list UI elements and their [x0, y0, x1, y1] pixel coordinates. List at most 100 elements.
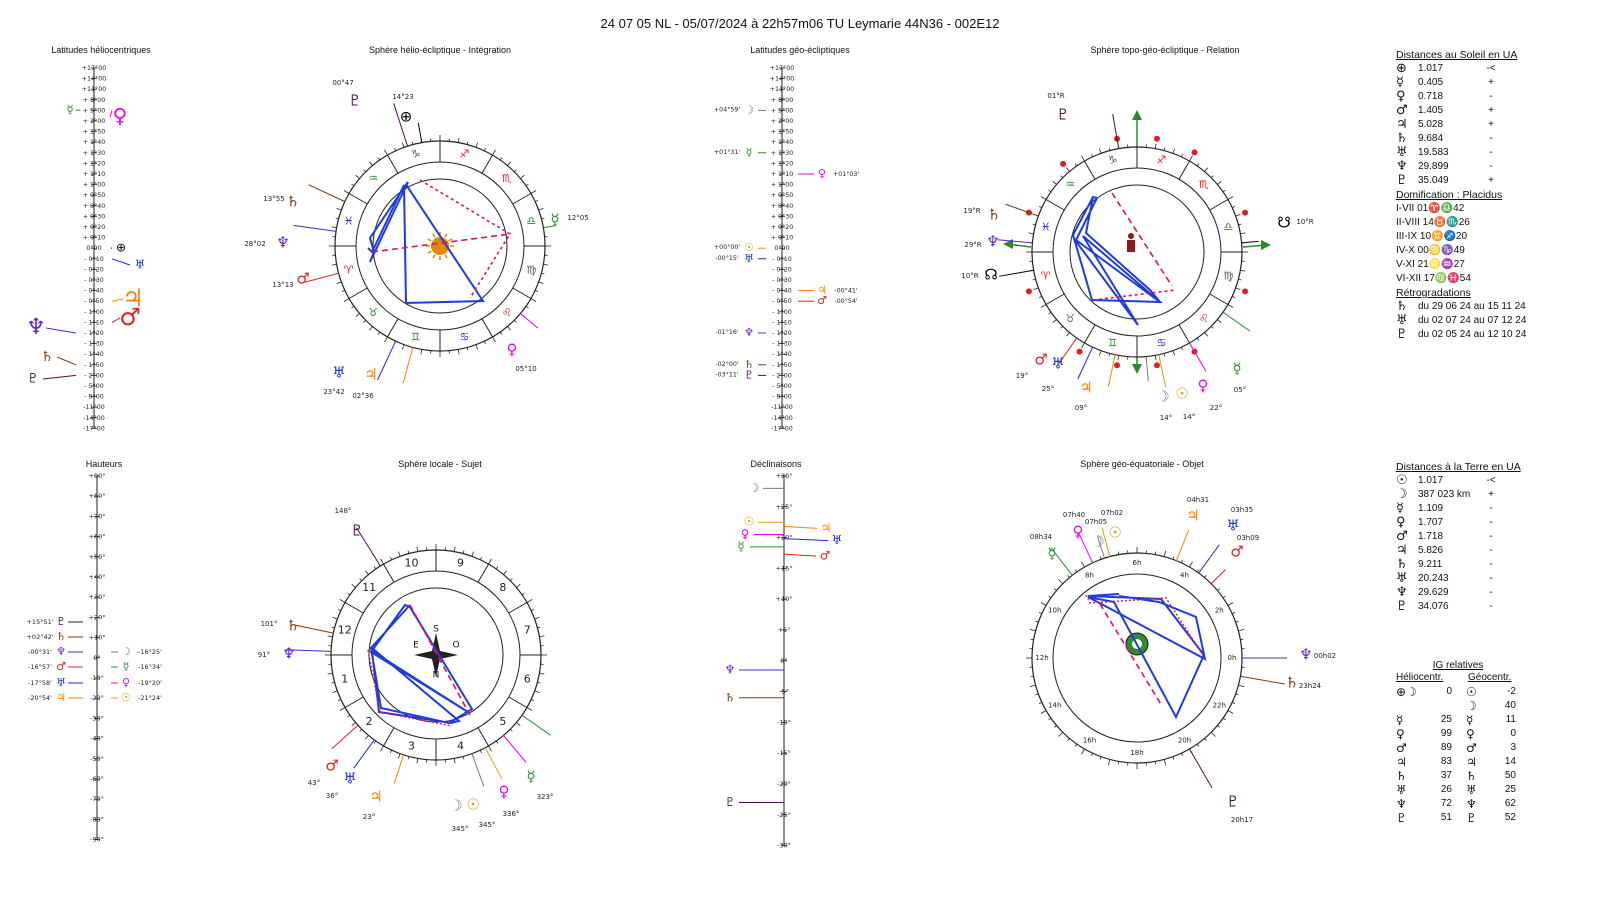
sun-distance-row: ♄ 9.684 - [1396, 132, 1546, 146]
local-house-wheel-degree-tick [407, 550, 410, 554]
heights-scale-tick-label: -30° [90, 714, 104, 722]
equatorial-degree-tick [1163, 550, 1167, 557]
planet-glyph-icon: ♆ [1396, 159, 1408, 174]
local-house-wheel-degree-tick [327, 672, 333, 675]
topo-zodiac-wheel-degree-tick [1040, 304, 1047, 308]
helio-lat-scale-tick-label: + 0°20 [83, 223, 105, 231]
planet-glyph-icon: ☽ [1156, 388, 1169, 406]
equatorial-degree-tick [1038, 702, 1043, 705]
ig-helio-value: 89 [1440, 742, 1452, 753]
local-house-wheel-degree-tick [526, 599, 533, 603]
topo-zodiac-wheel-degree-tick [1154, 355, 1157, 361]
hour-label: 14h [1048, 702, 1061, 710]
helio-zodiac-wheel-sector-divider [387, 154, 399, 174]
local-house-wheel-degree-tick [347, 592, 351, 596]
compass-icon [414, 633, 458, 677]
topo-zodiac-wheel-degree-tick [1240, 269, 1246, 272]
helio-lat-scale-tick-label: + 5°00 [83, 106, 105, 114]
wheel-position-label: 13°55 [263, 195, 284, 203]
topo-zodiac-wheel-degree-tick [1028, 232, 1034, 235]
planet-pointer-line [999, 269, 1034, 277]
local-house-wheel-sector-label: 5 [499, 715, 506, 728]
planet-glyph-icon: ♄ [1285, 674, 1298, 692]
distance-value: 29.629 [1418, 587, 1449, 598]
geo-lat-scale-tick-label: +17°00 [770, 64, 794, 72]
helio-zodiac-wheel-degree-tick [530, 298, 537, 302]
topo-zodiac-wheel-degree-tick [1204, 332, 1209, 337]
wheel-position-label: 28°02 [244, 240, 265, 248]
planet-glyph-icon: ♂ [1230, 543, 1243, 561]
planet-glyph-icon: ♀ [122, 676, 130, 689]
local-house-wheel-sector-label: 1 [341, 672, 348, 685]
topo-zodiac-wheel-degree-tick [1099, 148, 1102, 154]
ig-relatives-table: IG relatives Héliocentr. Géocentr. ⊕☽ 0 ☉ -… [1396, 660, 1546, 825]
planet-glyph-icon: ☊ [984, 266, 997, 284]
planet-glyph-icon: ☋ [1277, 214, 1290, 232]
height-value: -20°54' [28, 694, 52, 702]
earth-distance-row: ♀ 1.707 - [1396, 516, 1546, 530]
helio-zodiac-wheel-degree-tick [525, 183, 529, 187]
panel-title-heights: Hauteurs [85, 459, 123, 469]
distance-trend: + [1488, 77, 1494, 88]
height-value: -21°24' [138, 694, 162, 702]
local-house-wheel-degree-tick [453, 546, 456, 552]
local-house-wheel-degree-tick [337, 699, 342, 702]
planet-glyph-icon: ♃ [56, 691, 66, 704]
equatorial-degree-tick [1058, 731, 1064, 737]
equatorial-degree-tick [1054, 588, 1057, 591]
planet-glyph-icon: ☽ [1466, 699, 1477, 713]
helio-lat-scale-tick-label: +14°00 [82, 75, 106, 83]
declination-scale-tick-label: -5° [779, 688, 789, 696]
helio-zodiac-wheel-degree-tick [335, 217, 339, 220]
asc-arrow-icon [1003, 239, 1013, 249]
topo-zodiac-wheel-degree-tick [1204, 167, 1209, 172]
local-house-wheel-degree-tick [480, 556, 483, 561]
local-house-wheel-degree-tick [398, 753, 401, 759]
planet-glyph-icon: ♆ [276, 234, 289, 252]
local-house-wheel-degree-tick [488, 558, 492, 565]
dashed-aspect-line [371, 233, 511, 253]
topo-zodiac-wheel-sector-divider [1178, 160, 1190, 180]
planet-glyph-icon: ☿ [1047, 545, 1056, 563]
declination-scale-tick-label: -10° [777, 718, 791, 726]
ig-geo-value: 50 [1504, 770, 1516, 781]
local-house-wheel-degree-tick [526, 707, 533, 711]
planet-pointer-line [1145, 356, 1149, 382]
house-cusp-dot [1191, 149, 1198, 156]
helio-zodiac-wheel-degree-tick [492, 336, 496, 343]
person-icon [1127, 240, 1135, 252]
helio-lat-scale-tick-label: - 1°20 [84, 329, 103, 337]
planet-glyph-icon: ☽ [1091, 533, 1104, 551]
helio-zodiac-wheel-degree-tick [457, 349, 460, 355]
equatorial-outer-ring [1031, 552, 1243, 764]
helio-zodiac-wheel-degree-tick [393, 147, 396, 152]
helio-zodiac-wheel-sector-label: ♎ [526, 215, 536, 228]
helio-zodiac-wheel-degree-tick [457, 137, 460, 143]
planet-glyph-icon: ☉ [1108, 524, 1121, 542]
planet-glyph-icon: ⊕☽ [1396, 685, 1417, 699]
equatorial-degree-tick [1210, 731, 1216, 737]
ig-helio-value: 83 [1440, 756, 1452, 767]
local-house-wheel-degree-tick [347, 714, 351, 718]
helio-zodiac-wheel-degree-tick [363, 319, 367, 323]
equatorial-degree-tick [1231, 702, 1236, 705]
wheel-position-label: 13°13 [272, 281, 293, 289]
topo-zodiac-wheel-degree-tick [1033, 287, 1039, 290]
helio-lat-connector [42, 374, 77, 380]
equatorial-degree-tick [1040, 710, 1047, 714]
planet-glyph-icon: ☉ [1466, 685, 1477, 699]
planet-glyph-icon: ♇ [1056, 106, 1069, 124]
helio-lat-scale-tick-label: - 0°10 [84, 255, 103, 263]
equatorial-degree-tick [1240, 638, 1244, 641]
planet-glyph-icon: ♂ [296, 270, 309, 288]
topo-zodiac-wheel-degree-tick [1032, 278, 1036, 281]
wheel-position-label: 23° [363, 813, 375, 821]
planet-glyph-icon: ♃ [817, 284, 827, 297]
ig-geo-value: 0 [1510, 728, 1516, 739]
declination-scale-tick-label: 0° [780, 657, 787, 665]
sun-icon [444, 254, 448, 259]
earth-distance-row: ♅ 20.243 - [1396, 572, 1546, 586]
local-house-wheel-degree-tick [416, 758, 419, 764]
geo-lat-scale-tick-label: + 5°00 [771, 106, 793, 114]
mc-arrow-icon [1132, 110, 1142, 120]
